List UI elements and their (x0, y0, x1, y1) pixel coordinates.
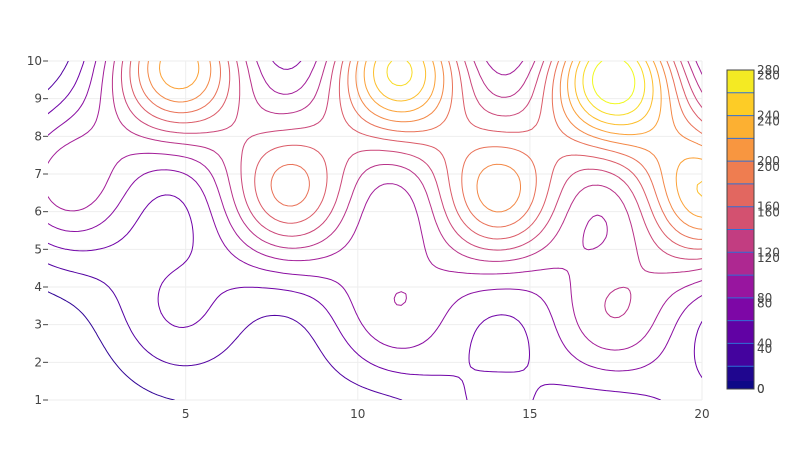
contour-level-200 (147, 61, 702, 230)
colorbar-outline (726, 69, 755, 390)
colorbar-label-2: 200 (757, 154, 780, 168)
y-tick-label-5: 6 (34, 205, 42, 219)
colorbar-band-5 (727, 252, 754, 276)
contour-level-280 (592, 61, 636, 105)
contour-level-140 (120, 61, 702, 260)
contour-level-120 (111, 61, 702, 319)
colorbar-label-alt-5: 80 (757, 297, 772, 311)
y-tick-label-2: 3 (34, 318, 42, 332)
colorbar-label-5: 80 (757, 291, 772, 305)
colorbar-label-1: 240 (757, 109, 780, 123)
y-axis: 1 2 3 4 5 6 7 8 9 10 (27, 54, 48, 407)
contour-level-180 (138, 61, 702, 240)
y-tick-label-6: 7 (34, 167, 42, 181)
grid (48, 60, 703, 401)
colorbar-bottom-band (727, 381, 754, 389)
colorbar-band-1 (727, 343, 754, 367)
colorbar-band-11 (727, 115, 754, 139)
colorbar-band-3 (727, 297, 754, 321)
colorbar-band-13 (727, 70, 754, 93)
colorbar-label-alt-3: 160 (757, 205, 780, 219)
contour-level-160 (129, 61, 702, 250)
colorbar-label-alt-1: 240 (757, 114, 780, 128)
y-tick-label-4: 5 (34, 242, 42, 256)
x-tick-label-1: 10 (350, 407, 365, 421)
y-tick-label-0: 1 (34, 393, 42, 407)
contour-level-100 (48, 61, 702, 351)
colorbar-label-alt-6: 40 (757, 342, 772, 356)
colorbar-band-10 (727, 138, 754, 162)
colorbar-label-0: 280 (757, 63, 780, 77)
y-tick-label-1: 2 (34, 355, 42, 369)
contour-level-60 (48, 61, 702, 400)
contour-level-20 (48, 291, 175, 400)
colorbar-label-3: 160 (757, 200, 780, 214)
colorbar-label-alt-2: 200 (757, 160, 780, 174)
contour-level-220 (159, 61, 702, 218)
colorbar-band-7 (727, 206, 754, 230)
colorbar-band-8 (727, 183, 754, 207)
x-tick-label-2: 15 (522, 407, 537, 421)
y-tick-label-8: 9 (34, 92, 42, 106)
colorbar-label-6: 40 (757, 336, 772, 350)
x-tick-label-3: 20 (694, 407, 709, 421)
contour-level-260 (386, 61, 646, 116)
colorbar-label-4: 120 (757, 245, 780, 259)
colorbar-label-alt-4: 120 (757, 251, 780, 265)
contour-level-240 (373, 61, 702, 197)
contour-lines (48, 61, 702, 400)
y-tick-label-7: 8 (34, 129, 42, 143)
colorbar-band-6 (727, 229, 754, 253)
x-axis: 5 10 15 20 (182, 407, 710, 421)
colorbar-label-7: 0 (757, 382, 765, 396)
contour-level-80 (48, 61, 702, 372)
colorbar-band-4 (727, 275, 754, 298)
x-tick-label-0: 5 (182, 407, 190, 421)
contour-level-40 (48, 61, 403, 400)
colorbar-band-9 (727, 161, 754, 184)
colorbar-label-alt-0: 280 (757, 69, 780, 83)
y-tick-label-9: 10 (27, 54, 42, 68)
y-tick-label-3: 4 (34, 280, 42, 294)
colorbar-band-12 (727, 92, 754, 116)
colorbar-band-2 (727, 320, 754, 344)
colorbar-label-alt-7: 0 (757, 382, 765, 396)
